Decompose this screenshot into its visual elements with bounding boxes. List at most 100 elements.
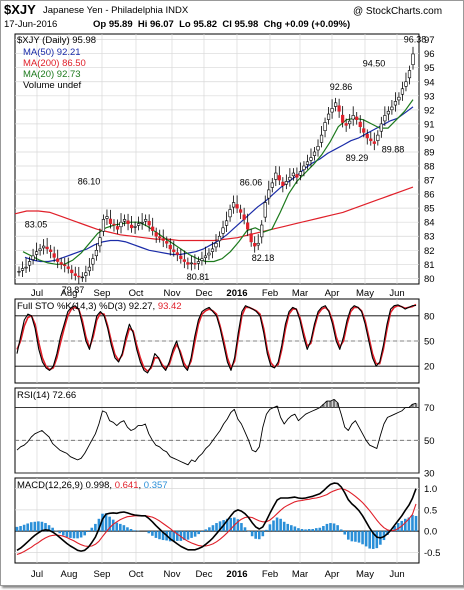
candle-body (281, 181, 285, 186)
candle (369, 131, 373, 146)
candle (151, 217, 155, 236)
candle (49, 244, 53, 259)
y-tick-label: 89 (424, 147, 435, 158)
candle-body (217, 235, 222, 242)
candle (372, 132, 376, 151)
legend-ma200: MA(200) 86.50 (23, 58, 86, 69)
price-annotation: 96.38 (404, 34, 427, 44)
x-tick-label: May (356, 569, 374, 580)
x-tick-label: Jun (389, 569, 404, 580)
candle (376, 130, 380, 146)
price-annotation: 80.81 (187, 272, 210, 282)
candle-body (129, 224, 134, 229)
candle (144, 214, 148, 227)
candle-body (27, 261, 32, 266)
y-tick-label: 81 (424, 260, 435, 271)
candle-body (355, 116, 359, 120)
candle-body (172, 249, 176, 252)
candle (115, 219, 120, 235)
y-tick-label: 83 (424, 232, 435, 243)
candle-body (358, 121, 362, 127)
candle (281, 177, 285, 193)
candle (38, 243, 42, 256)
candle-body (122, 219, 127, 222)
legend-ma20: MA(20) 92.73 (23, 69, 81, 80)
candle-body (376, 134, 380, 141)
candle-body (319, 134, 324, 143)
candle-body (411, 53, 415, 66)
price-annotation: 86.10 (78, 177, 101, 187)
candle-body (270, 182, 274, 188)
candle (210, 241, 215, 259)
candle-body (383, 115, 387, 122)
candle-body (365, 133, 369, 139)
candle-body (362, 128, 366, 133)
candle (319, 125, 324, 148)
candle (351, 106, 355, 126)
y-tick-label: 95 (424, 63, 435, 74)
candle (326, 107, 331, 125)
x-tick-label: 2016 (226, 288, 247, 299)
macd-line (16, 482, 417, 552)
price-legend: $XJY (Daily) 95.98 MA(50) 92.21 MA(200) … (17, 35, 96, 91)
y-tick-label: 87 (424, 176, 435, 187)
x-tick-label: May (356, 288, 374, 299)
candle (386, 106, 390, 121)
candle-body (158, 236, 162, 238)
candle (344, 118, 348, 132)
candle-body (309, 157, 313, 161)
y-tick-label: 80 (424, 311, 435, 322)
candle-body (210, 248, 215, 252)
candle (397, 92, 401, 105)
legend-volume: Volume undef (23, 80, 81, 91)
candle (175, 247, 179, 262)
candle (112, 219, 116, 232)
candle-body (63, 264, 67, 267)
candle (316, 139, 320, 157)
ma200-line (14, 186, 414, 242)
candle-body (260, 224, 264, 238)
x-tick-label: Jul (31, 288, 43, 299)
candle (330, 99, 334, 119)
candle (231, 195, 236, 214)
price-annotation: 79.87 (62, 285, 85, 295)
candle-body (24, 266, 28, 269)
candle-body (20, 268, 25, 271)
candle-body (337, 105, 341, 112)
legend-stochastic: Full STO %K(14,3) %D(3) 92.27, 93.42 (17, 301, 182, 312)
candle-body (52, 253, 56, 258)
candle-body (137, 223, 141, 226)
candle (295, 167, 299, 184)
candle-body (196, 261, 201, 264)
candle (105, 209, 109, 226)
candle (189, 255, 193, 271)
x-tick-label: Dec (196, 569, 213, 580)
candle (242, 207, 246, 225)
candle (249, 228, 253, 247)
y-tick-label: 91 (424, 119, 435, 130)
candle (224, 211, 229, 232)
candle-body (179, 255, 183, 260)
y-tick-label: 92 (424, 105, 435, 116)
candle (323, 117, 327, 138)
candle (168, 238, 172, 256)
candle (42, 239, 46, 255)
price-annotation: 89.29 (346, 153, 369, 163)
candle (154, 227, 158, 243)
price-panel: 80 81 82 83 84 85 86 87 88 89 90 91 92 93 94 95 96 97 83.0… (14, 33, 435, 295)
candle (263, 195, 267, 223)
candle (348, 114, 352, 129)
candle (221, 220, 225, 239)
candle (17, 266, 21, 277)
candle (284, 174, 288, 190)
price-annotation: 92.86 (330, 82, 353, 92)
candle-body (165, 241, 169, 244)
candle (98, 228, 102, 253)
candle-body (348, 120, 352, 125)
candle (80, 272, 84, 282)
rsi-line (16, 398, 417, 466)
candle (108, 209, 113, 229)
candle (228, 204, 232, 222)
y-tick-label: 70 (424, 403, 435, 414)
